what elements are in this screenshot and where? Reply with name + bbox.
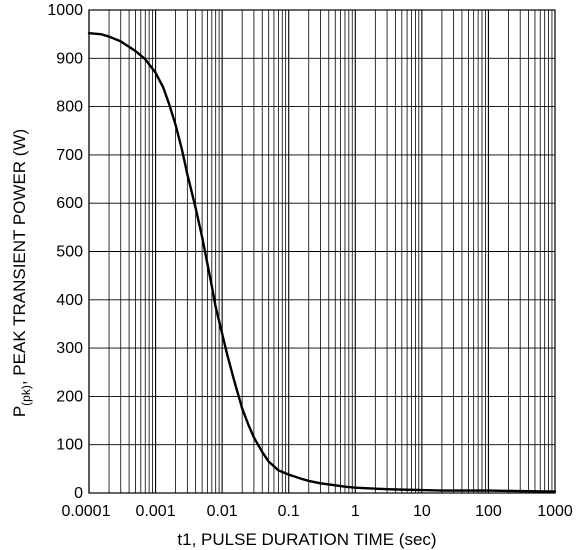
y-tick-label: 900 bbox=[56, 50, 83, 67]
plot-frame bbox=[88, 9, 556, 494]
series-line bbox=[87, 31, 557, 493]
y-tick-label: 500 bbox=[56, 244, 83, 261]
y-tick-label: 100 bbox=[56, 437, 83, 454]
y-tick-label: 400 bbox=[56, 292, 83, 309]
y-tick-label: 0 bbox=[74, 485, 83, 502]
y-axis-label-prefix: P bbox=[10, 406, 29, 417]
x-tick-label: 100 bbox=[475, 503, 502, 520]
x-tick-label: 0.001 bbox=[136, 503, 176, 520]
grid-lines bbox=[88, 9, 555, 494]
x-tick-label: 0.1 bbox=[278, 503, 300, 520]
x-tick-label: 0.01 bbox=[207, 503, 238, 520]
y-axis-label: P(pk), PEAK TRANSIENT POWER (W) bbox=[10, 129, 33, 417]
y-tick-label: 200 bbox=[56, 388, 83, 405]
x-tick-label: 1 bbox=[351, 503, 360, 520]
y-tick-labels: 0 100 200 300 400 500 600 700 800 900 1000 bbox=[47, 2, 83, 502]
y-tick-label: 1000 bbox=[47, 2, 83, 19]
x-tick-labels: 0.0001 0.001 0.01 0.1 1 10 100 1000 bbox=[62, 503, 573, 520]
y-tick-label: 300 bbox=[56, 340, 83, 357]
y-tick-label: 600 bbox=[56, 195, 83, 212]
y-tick-label: 800 bbox=[56, 99, 83, 116]
x-tick-label: 10 bbox=[413, 503, 431, 520]
y-axis-label-suffix: , PEAK TRANSIENT POWER (W) bbox=[10, 129, 29, 385]
y-axis-label-subscript: (pk) bbox=[19, 385, 33, 406]
x-tick-label: 0.0001 bbox=[62, 503, 111, 520]
x-tick-label: 1000 bbox=[537, 503, 573, 520]
y-tick-label: 700 bbox=[56, 147, 83, 164]
x-axis-label: t1, PULSE DURATION TIME (sec) bbox=[177, 530, 436, 549]
